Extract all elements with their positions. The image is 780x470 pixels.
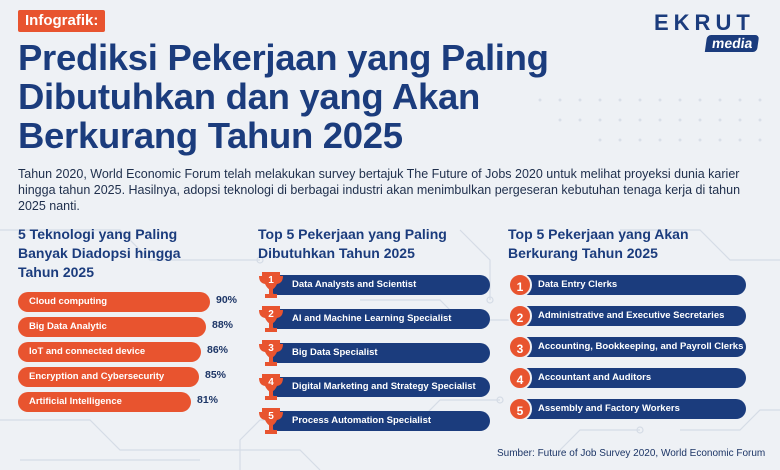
tech-bar: Artificial Intelligence	[18, 392, 191, 412]
trophy-icon: 3	[259, 340, 283, 366]
rank-badge: 5	[508, 397, 532, 421]
tech-value: 88%	[212, 319, 234, 331]
rank-number: 3	[268, 343, 274, 354]
trophy-icon: 4	[259, 374, 283, 400]
tech-bar: IoT and connected device	[18, 342, 201, 362]
tech-value: 81%	[197, 394, 219, 406]
rank-number: 5	[268, 411, 274, 422]
tech-bar: Cloud computing	[18, 292, 210, 312]
logo-media-badge: media	[704, 35, 760, 52]
tech-bar: Big Data Analytic	[18, 317, 206, 337]
declining-job-bar: Assembly and Factory Workers	[514, 399, 746, 419]
tech-item: Artificial Intelligence 81%	[18, 390, 248, 415]
tech-list: Cloud computing 90% Big Data Analytic 88…	[18, 290, 248, 415]
tech-value: 86%	[207, 344, 229, 356]
trophy-icon: 1	[259, 272, 283, 298]
logo-word: EKRUT	[654, 10, 755, 35]
ekrut-media-logo[interactable]: EKRUT media	[654, 10, 766, 56]
top-job-bar: Big Data Specialist	[268, 343, 490, 363]
top-job-bar: AI and Machine Learning Specialist	[268, 309, 490, 329]
tech-item: Cloud computing 90%	[18, 290, 248, 315]
source-note: Sumber: Future of Job Survey 2020, World…	[497, 448, 766, 459]
rank-number: 2	[268, 309, 274, 320]
tech-value: 85%	[205, 369, 227, 381]
tech-bar: Encryption and Cybersecurity	[18, 367, 199, 387]
rank-badge: 2	[508, 304, 532, 328]
tech-item: IoT and connected device 86%	[18, 340, 248, 365]
infographic-tag: Infografik:	[18, 10, 106, 32]
rank-badge: 4	[508, 366, 532, 390]
top-job-bar: Digital Marketing and Strategy Specialis…	[268, 377, 490, 397]
intro-paragraph: Tahun 2020, World Economic Forum telah m…	[18, 167, 741, 213]
rank-badge: 1	[508, 273, 532, 297]
tech-value: 90%	[216, 294, 238, 306]
top-jobs-section-title: Top 5 Pekerjaan yang Paling Dibutuhkan T…	[258, 226, 447, 261]
top-job-bar: Data Analysts and Scientist	[268, 275, 490, 295]
page-title: Prediksi Pekerjaan yang Paling Dibutuhka…	[18, 37, 549, 156]
trophy-icon: 5	[259, 408, 283, 434]
declining-job-bar: Accounting, Bookkeeping, and Payroll Cle…	[514, 337, 746, 357]
declining-job-bar: Data Entry Clerks	[514, 275, 746, 295]
rank-number: 1	[268, 275, 274, 286]
rank-number: 4	[268, 377, 274, 388]
tech-item: Encryption and Cybersecurity 85%	[18, 365, 248, 390]
tech-section-title: 5 Teknologi yang Paling Banyak Diadopsi …	[18, 226, 181, 280]
declining-job-bar: Accountant and Auditors	[514, 368, 746, 388]
tech-item: Big Data Analytic 88%	[18, 315, 248, 340]
declining-job-bar: Administrative and Executive Secretaries	[514, 306, 746, 326]
rank-badge: 3	[508, 335, 532, 359]
declining-jobs-section-title: Top 5 Pekerjaan yang Akan Berkurang Tahu…	[508, 226, 689, 261]
trophy-icon: 2	[259, 306, 283, 332]
top-job-bar: Process Automation Specialist	[268, 411, 490, 431]
